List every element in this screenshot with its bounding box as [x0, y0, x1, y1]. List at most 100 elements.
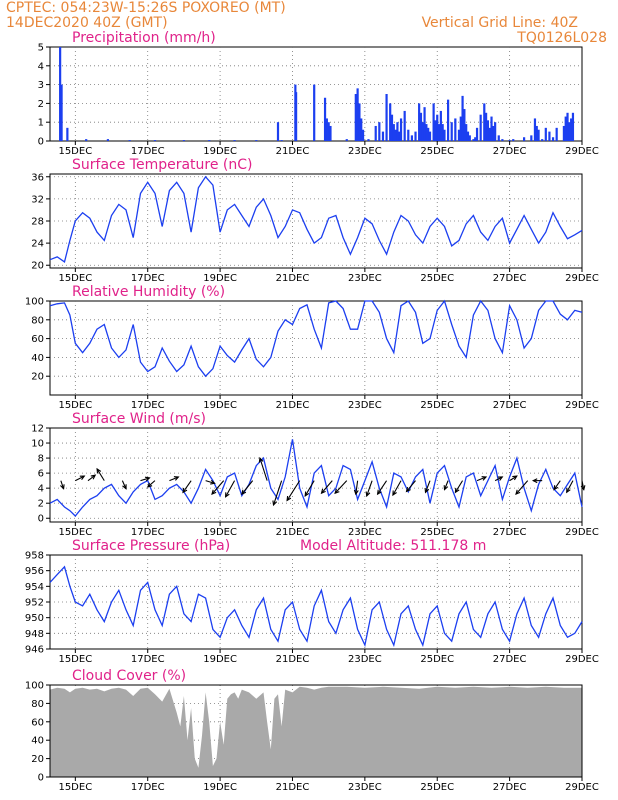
precip-bar [182, 140, 186, 141]
precip-bar [437, 124, 441, 141]
plot-frame [49, 46, 583, 142]
precip-bar [459, 116, 462, 141]
wind-arrow-head [211, 489, 217, 496]
header-source: CPTEC: 054:23W-15:26S POXOREO (MT) [6, 0, 286, 16]
plot-frame-overlay [49, 684, 583, 778]
plot-frame [49, 427, 583, 523]
precip-bar [329, 125, 332, 141]
wind-arrow-head [96, 467, 102, 474]
wind-arrow-shaft [259, 457, 268, 481]
precip-bar [419, 112, 423, 141]
precip-bar [276, 122, 280, 141]
wind-arrow [241, 480, 254, 496]
y-tick-label: 4 [38, 484, 44, 495]
wind-arrow-head [353, 489, 359, 496]
x-tick-label: 25DEC [420, 146, 454, 157]
precip-bar [443, 129, 446, 141]
x-tick-label: 19DEC [203, 146, 237, 157]
cloud-cover-area [50, 686, 582, 777]
precip-bar [389, 103, 392, 141]
wind-arrow [75, 475, 86, 482]
precip-bar [233, 140, 236, 141]
wind-arrow-shaft [169, 476, 179, 482]
x-tick-label: 17DEC [131, 146, 165, 157]
wind-arrow [87, 474, 97, 482]
panel-title: Precipitation (mm/h) [72, 30, 216, 46]
precip-bar [60, 84, 63, 141]
precip-bar [427, 127, 430, 141]
y-tick-label: 946 [25, 645, 44, 656]
precip-bar [280, 140, 283, 141]
y-tick-label: 80 [31, 315, 44, 326]
wind-arrow [566, 480, 574, 494]
wind-arrow-shaft [121, 480, 127, 489]
series-line [49, 565, 583, 648]
panel-4: 946 948 950 952 954 956 958 15DEC 17DEC 19DEC 21DE… [25, 538, 599, 665]
wind-arrow [121, 480, 127, 490]
wind-arrow-head [146, 482, 153, 488]
y-tick-label: 100 [25, 681, 44, 692]
precip-bar [432, 103, 435, 141]
precip-bar [421, 122, 424, 141]
precip-bar [535, 125, 538, 141]
precip-bar [436, 114, 439, 141]
panel-1: 20 24 28 32 36 15DEC 17DEC 19DEC 21DEC 23DEC 25DEC… [31, 157, 599, 284]
x-tick-label: 25DEC [420, 654, 454, 665]
wind-arrow [515, 480, 529, 496]
precip-bar [484, 112, 488, 141]
x-tick-label: 15DEC [58, 654, 92, 665]
wind-arrow [509, 475, 518, 482]
wind-arrow-shaft [334, 480, 348, 494]
wind-arrow-shaft [241, 480, 254, 495]
y-tick-label: 24 [31, 239, 44, 250]
y-tick-label: 20 [31, 261, 44, 272]
x-tick-label: 15DEC [58, 146, 92, 157]
panel-title: Surface Wind (m/s) [72, 411, 206, 427]
wind-arrow [146, 480, 156, 488]
wind-arrow-head [122, 484, 127, 490]
precip-bar [472, 139, 475, 141]
wind-arrow-shaft [366, 480, 373, 497]
y-tick-label: 0 [38, 137, 44, 148]
wind-arrow-shaft [75, 475, 85, 482]
y-tick-label: 0 [38, 773, 44, 784]
wind-arrow [169, 476, 180, 482]
precip-bar [434, 120, 437, 141]
y-tick-label: 952 [25, 598, 44, 609]
header-date: 14DEC2020 40Z (GMT) [6, 15, 168, 31]
x-tick-label: 17DEC [131, 273, 165, 284]
x-tick-label: 17DEC [131, 400, 165, 411]
precip-bar [313, 84, 316, 141]
wind-arrow-shaft [355, 480, 359, 495]
x-tick-label: 17DEC [131, 782, 165, 793]
wind-arrow-shaft [96, 468, 105, 481]
precip-bar [522, 137, 526, 141]
series-line [49, 299, 583, 378]
precip-bar [423, 107, 426, 141]
precip-bar [494, 122, 497, 141]
wind-arrow-shaft [60, 480, 65, 489]
precip-bar [361, 129, 365, 141]
wind-arrow-shaft [225, 480, 236, 498]
x-tick-label: 25DEC [420, 273, 454, 284]
wind-arrow-shaft [286, 480, 301, 501]
precip-bar [325, 118, 328, 141]
wind-arrow [365, 480, 373, 498]
precip-bar [555, 127, 558, 141]
wind-arrow [205, 479, 216, 485]
precip-bar [255, 140, 258, 141]
precip-bar [410, 135, 414, 141]
wind-arrow-head [376, 489, 382, 496]
y-tick-label: 10 [31, 439, 44, 450]
x-tick-label: 23DEC [348, 782, 382, 793]
wind-arrow-shaft [140, 477, 150, 482]
wind-arrow-head [90, 474, 97, 480]
x-tick-label: 23DEC [348, 654, 382, 665]
y-tick-label: 954 [25, 582, 44, 593]
precip-bar [381, 131, 385, 141]
precip-bar [564, 116, 567, 141]
y-tick-label: 1 [38, 118, 44, 129]
wind-arrow [225, 480, 236, 498]
wind-arrow [376, 480, 388, 496]
